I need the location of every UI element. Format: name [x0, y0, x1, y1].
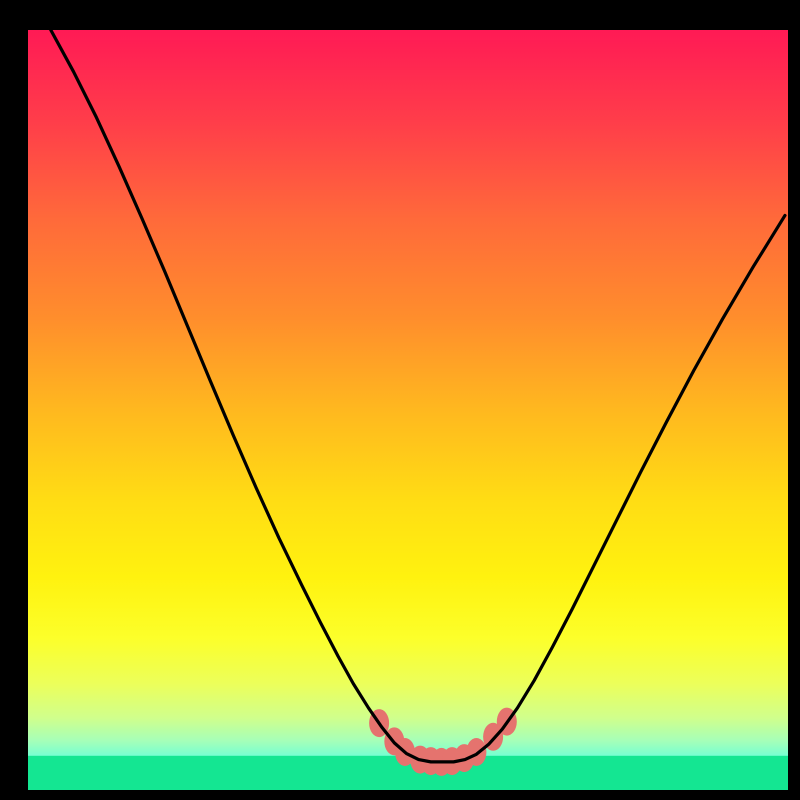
marker-point [466, 738, 486, 766]
curve-overlay [28, 30, 788, 790]
plot-area [28, 30, 788, 790]
performance-curve [51, 30, 785, 762]
bottleneck-markers [369, 708, 517, 776]
